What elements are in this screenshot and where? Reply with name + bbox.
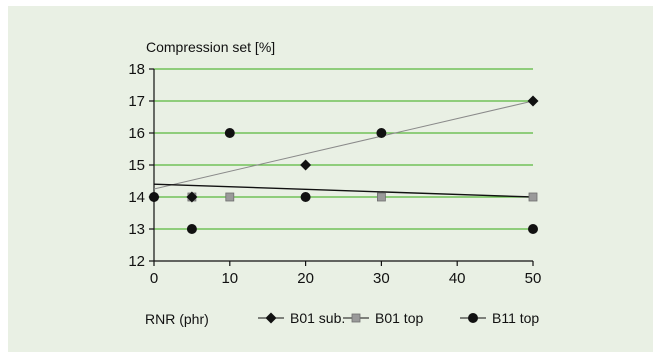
- trend-line-2: [153, 183, 534, 198]
- grid-lines: [154, 68, 533, 230]
- x-tick-label-50: 50: [525, 270, 542, 287]
- point-square-1: [225, 192, 235, 202]
- y-tick-label-16: 16: [128, 125, 145, 142]
- x-tick-label-40: 40: [449, 270, 466, 287]
- trend-line-1: [153, 100, 534, 190]
- y-tick-label-15: 15: [128, 157, 145, 174]
- point-square-3: [528, 192, 538, 202]
- point-square-2: [376, 192, 386, 202]
- x-tick-label-30: 30: [373, 270, 390, 287]
- y-tick-label-12: 12: [128, 253, 145, 270]
- point-circle-5: [528, 224, 538, 234]
- x-axis-label: RNR (phr): [145, 311, 209, 327]
- legend-label-2: B01 top: [375, 310, 423, 326]
- point-diamond-2: [300, 159, 312, 171]
- legend-label-1: B01 sub.: [290, 310, 345, 326]
- point-diamond-1: [186, 191, 198, 203]
- point-circle-0: [149, 192, 159, 202]
- chart-panel: Compression set [%] RNR (phr) 12 13 14 15 16…: [8, 6, 653, 352]
- legend: B01 sub. B01 top B11 top: [258, 310, 539, 326]
- trend-lines: [153, 100, 534, 198]
- y-tick-label-17: 17: [128, 93, 145, 110]
- y-axis-label: Compression set [%]: [146, 39, 275, 55]
- compression-set-chart: Compression set [%] RNR (phr) 12 13 14 15 16…: [8, 6, 653, 352]
- tick-labels: 12 13 14 15 16 17 18 0 10 20 30 40 50: [128, 61, 541, 287]
- x-tick-label-20: 20: [297, 270, 314, 287]
- legend-marker-square: [351, 313, 361, 323]
- point-diamond-3: [527, 95, 539, 107]
- x-tick-label-0: 0: [150, 270, 158, 287]
- x-tick-label-10: 10: [221, 270, 238, 287]
- point-circle-4: [376, 128, 387, 138]
- chart-background: [8, 6, 653, 352]
- y-tick-label-14: 14: [128, 189, 145, 206]
- point-circle-1: [186, 224, 197, 234]
- data-points: [148, 95, 539, 234]
- point-circle-3: [300, 192, 311, 202]
- axes: [149, 68, 534, 266]
- y-tick-label-18: 18: [128, 61, 145, 78]
- legend-label-3: B11 top: [492, 310, 539, 326]
- legend-marker-circle: [468, 313, 478, 323]
- point-circle-2: [224, 128, 235, 138]
- y-tick-label-13: 13: [128, 221, 145, 238]
- legend-marker-diamond: [265, 312, 277, 324]
